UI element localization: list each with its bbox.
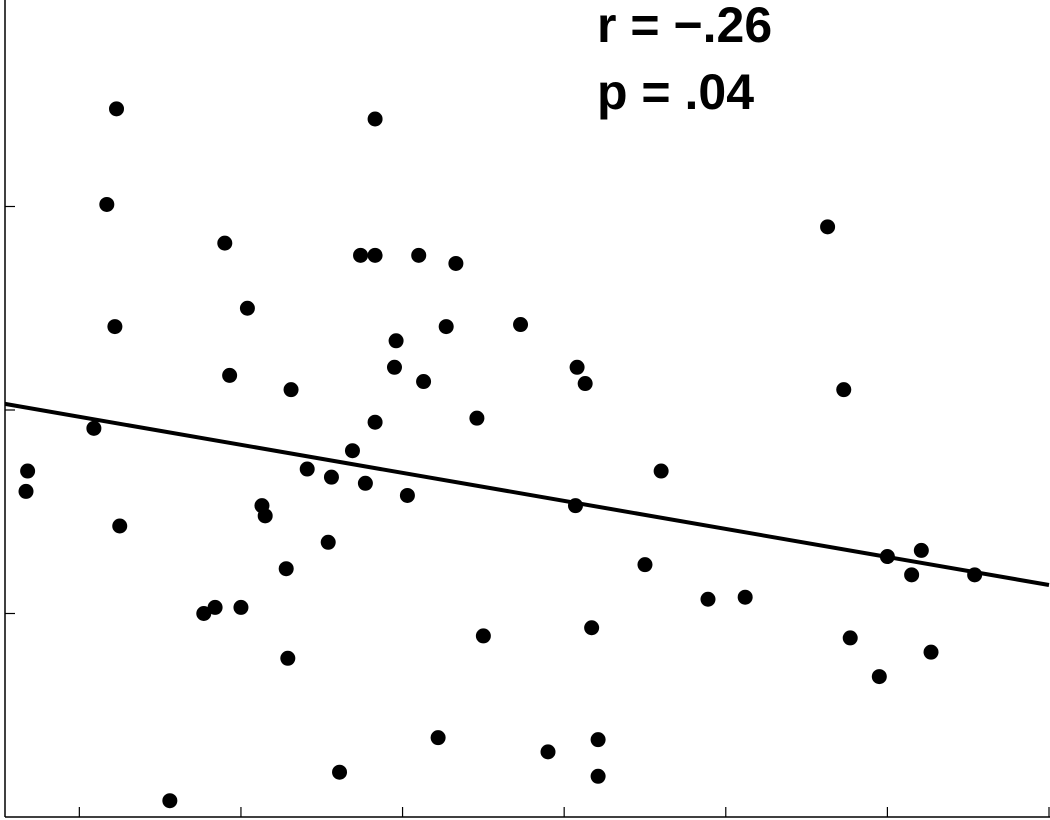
point: [233, 599, 249, 615]
point: [469, 410, 485, 426]
fit-line: [4, 401, 1050, 587]
point: [323, 469, 339, 485]
point: [357, 475, 373, 491]
point: [416, 374, 432, 390]
point: [162, 793, 178, 809]
point: [871, 669, 887, 685]
point: [388, 333, 404, 349]
point: [590, 768, 606, 784]
point: [399, 487, 415, 503]
point: [448, 255, 464, 271]
point: [222, 367, 238, 383]
point: [217, 235, 233, 251]
point: [20, 463, 36, 479]
point: [18, 483, 34, 499]
point: [112, 518, 128, 534]
point: [386, 359, 402, 375]
point: [332, 764, 348, 780]
point: [239, 300, 255, 316]
point: [475, 628, 491, 644]
annotation: p = .04: [597, 64, 754, 120]
point: [86, 420, 102, 436]
point: [438, 319, 454, 335]
point: [278, 561, 294, 577]
point: [367, 111, 383, 127]
point: [637, 557, 653, 573]
point: [700, 591, 716, 607]
point: [577, 376, 593, 392]
point: [590, 732, 606, 748]
point: [430, 730, 446, 746]
point: [737, 589, 753, 605]
point: [569, 359, 585, 375]
point: [923, 644, 939, 660]
point: [820, 219, 836, 235]
point: [367, 414, 383, 430]
point: [207, 599, 223, 615]
point: [584, 620, 600, 636]
point: [107, 319, 123, 335]
point: [653, 463, 669, 479]
point: [904, 567, 920, 583]
point: [283, 382, 299, 398]
point: [842, 630, 858, 646]
point: [99, 196, 115, 212]
point: [280, 650, 296, 666]
point: [196, 606, 212, 621]
point: [411, 247, 427, 263]
point: [109, 101, 125, 117]
point: [540, 744, 556, 760]
point: [367, 247, 383, 263]
point: [353, 247, 369, 263]
point: [257, 508, 273, 524]
point: [836, 382, 852, 398]
point: [913, 542, 929, 558]
point: [299, 461, 315, 477]
point: [320, 534, 336, 550]
annotation: r = −.26: [597, 0, 772, 53]
point: [513, 317, 529, 333]
point: [344, 443, 360, 459]
